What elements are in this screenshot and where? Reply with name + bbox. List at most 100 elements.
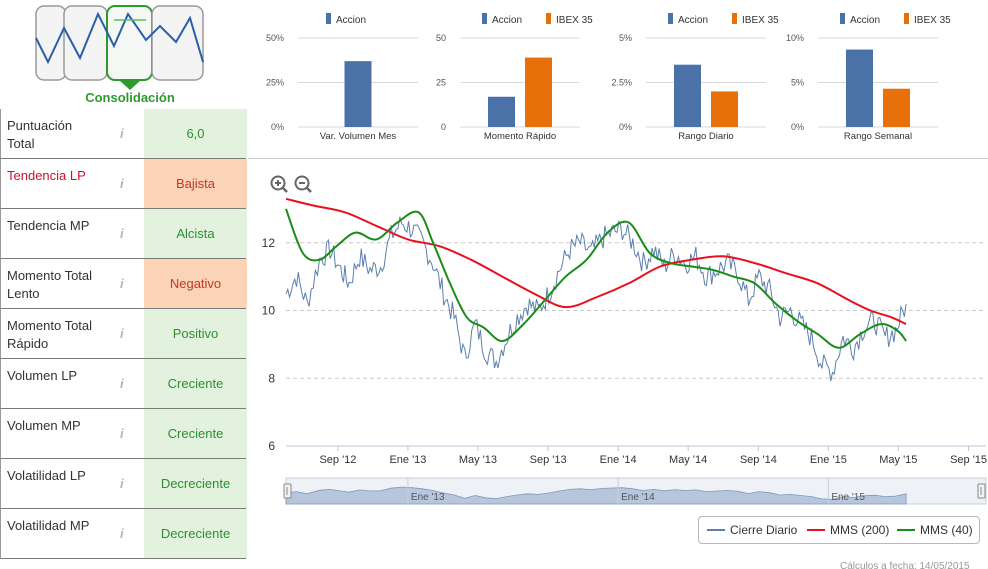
metric-label: Volatilidad LP <box>7 468 86 483</box>
x-tick-label: May '15 <box>879 454 917 466</box>
x-tick-label: Sep '15 <box>950 454 987 466</box>
phase-pointer-icon <box>119 80 141 90</box>
info-icon[interactable]: i <box>117 325 127 341</box>
y-tick-label: 2.5% <box>611 78 632 88</box>
svg-text:i: i <box>120 126 124 141</box>
x-axis-label: Var. Volumen Mes <box>320 131 397 142</box>
svg-text:i: i <box>120 526 124 541</box>
metric-value: Decreciente <box>144 509 247 558</box>
navigator-label: Ene '15 <box>831 492 865 503</box>
bar-accion[interactable] <box>674 64 701 127</box>
divider <box>248 158 988 159</box>
trend-flat-phase-icon[interactable] <box>151 5 204 81</box>
bar-accion[interactable] <box>488 96 515 127</box>
legend-label: Accion <box>678 15 708 26</box>
info-icon[interactable]: i <box>117 175 127 191</box>
legend-label: IBEX 35 <box>914 15 951 26</box>
info-icon[interactable]: i <box>117 525 127 541</box>
x-tick-label: Sep '12 <box>319 454 356 466</box>
y-tick-label: 5% <box>619 33 632 43</box>
navigator-label: Ene '14 <box>621 492 655 503</box>
metric-row: Momento Total Rápido i Positivo <box>0 309 247 359</box>
x-axis-label: Rango Diario <box>678 131 733 142</box>
trend-down-phase-icon[interactable] <box>35 5 67 81</box>
price-chart[interactable]: 6 8 10 12 Sep '12 Ene '13 May '13 Sep '13 Ene '1… <box>248 160 988 516</box>
svg-text:i: i <box>120 226 124 241</box>
metric-value: Creciente <box>144 359 247 408</box>
x-tick-label: Ene '15 <box>810 454 847 466</box>
phase-label: Consolidación <box>85 90 175 105</box>
metric-row: Volumen MP i Creciente <box>0 409 247 459</box>
metric-row: Puntuación Total i 6,0 <box>0 109 247 159</box>
legend-label: MMS (40) <box>920 523 973 537</box>
svg-text:i: i <box>120 426 124 441</box>
svg-text:i: i <box>120 276 124 291</box>
metrics-table: Puntuación Total i 6,0 Tendencia LP i Bajista… <box>0 109 247 559</box>
phase-indicator: Consolidación <box>0 0 246 108</box>
metric-label: Volumen LP <box>7 368 78 383</box>
bar-ibex-35[interactable] <box>711 91 738 127</box>
metric-value: Alcista <box>144 209 247 258</box>
metric-value: Negativo <box>144 259 247 308</box>
bar-accion[interactable] <box>846 49 873 127</box>
x-tick-label: Sep '13 <box>530 454 567 466</box>
legend-swatch <box>732 13 737 24</box>
metric-value: Creciente <box>144 409 247 458</box>
legend-swatch <box>904 13 909 24</box>
svg-text:i: i <box>120 476 124 491</box>
x-axis-label: Rango Semanal <box>844 131 912 142</box>
x-axis-label: Momento Rápido <box>484 131 556 142</box>
y-tick-label: 10% <box>786 33 804 43</box>
bar-ibex-35[interactable] <box>883 88 910 127</box>
legend-swatch <box>840 13 845 24</box>
info-icon[interactable]: i <box>117 125 127 141</box>
info-icon[interactable]: i <box>117 475 127 491</box>
info-icon[interactable]: i <box>117 375 127 391</box>
y-tick-label: 0% <box>271 122 284 132</box>
x-tick-label: Ene '13 <box>389 454 426 466</box>
info-icon[interactable]: i <box>117 275 127 291</box>
series-cierre-diario[interactable] <box>285 216 907 382</box>
metric-label: Puntuación Total <box>7 118 73 151</box>
bar-accion[interactable] <box>344 61 372 127</box>
x-tick-label: Ene '14 <box>600 454 637 466</box>
metric-row: Volatilidad LP i Decreciente <box>0 459 247 509</box>
svg-text:i: i <box>120 376 124 391</box>
metric-label: Volumen MP <box>7 418 81 433</box>
y-tick-label: 0% <box>791 122 804 132</box>
y-tick-label: 25 <box>436 78 446 88</box>
x-tick-label: Sep '14 <box>740 454 777 466</box>
bar-ibex-35[interactable] <box>525 57 552 127</box>
y-tick-label: 6 <box>268 439 275 453</box>
svg-text:i: i <box>120 326 124 341</box>
navigator-label: Ene '13 <box>411 492 445 503</box>
metric-label: Momento Total Rápido <box>7 318 93 351</box>
legend-swatch <box>326 13 331 24</box>
legend-item-mms40[interactable]: MMS (40) <box>897 523 973 537</box>
y-tick-label: 12 <box>262 236 276 250</box>
info-icon[interactable]: i <box>117 425 127 441</box>
legend-item-cierre[interactable]: Cierre Diario <box>707 523 797 537</box>
series-mms-200[interactable] <box>285 197 907 326</box>
metric-row: Volumen LP i Creciente <box>0 359 247 409</box>
bar-chart-3: Accion IBEX 35 5% 2.5% 0% Rango Diario <box>611 13 779 142</box>
metric-value: Bajista <box>144 159 247 208</box>
calc-date: Cálculos a fecha: 14/05/2015 <box>840 561 970 569</box>
legend-swatch <box>482 13 487 24</box>
series-mms-40[interactable] <box>285 208 907 349</box>
legend-label: Accion <box>336 15 366 26</box>
legend-label: MMS (200) <box>830 523 890 537</box>
metric-row: Tendencia LP i Bajista <box>0 159 247 209</box>
metric-label: Tendencia MP <box>7 218 90 233</box>
metric-row: Volatilidad MP i Decreciente <box>0 509 247 559</box>
zoom-in-icon[interactable] <box>270 175 288 193</box>
legend-item-mms200[interactable]: MMS (200) <box>807 523 889 537</box>
metric-label: Volatilidad MP <box>7 518 90 533</box>
zoom-out-icon[interactable] <box>294 175 312 193</box>
legend-label: Accion <box>492 15 522 26</box>
metric-label: Tendencia LP <box>7 168 86 183</box>
y-tick-label: 10 <box>262 304 276 318</box>
info-icon[interactable]: i <box>117 225 127 241</box>
y-tick-label: 50% <box>266 33 284 43</box>
